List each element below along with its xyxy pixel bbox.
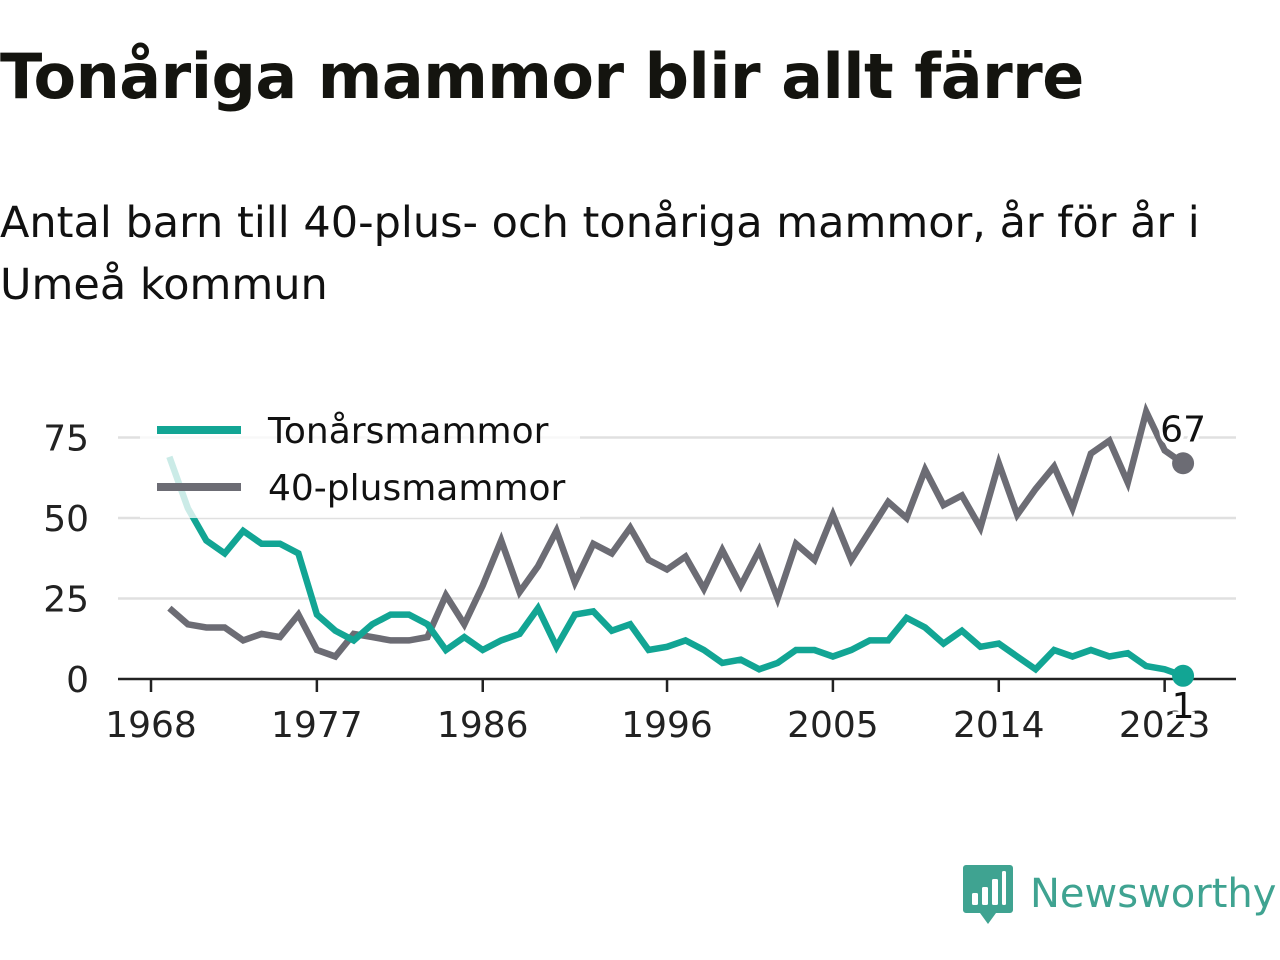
x-tick-label: 1996 (621, 705, 713, 746)
series-line-forty-plus-mothers (167, 402, 1185, 661)
end-point-dot (1172, 664, 1195, 687)
series-line-teen-mothers (166, 455, 1185, 679)
newsworthy-logo-icon (963, 865, 1013, 924)
chart-subtitle: Antal barn till 40-plus- och tonåriga ma… (0, 198, 1200, 310)
brand-logo: Newsworthy (962, 862, 1276, 926)
x-tick-label: 1986 (437, 705, 529, 746)
legend-label: Tonårsmammor (267, 411, 549, 452)
end-value-label: 67 (1160, 409, 1206, 450)
x-tick-label: 1968 (105, 705, 197, 746)
legend-background (140, 398, 580, 518)
x-tick-label: 2023 (1119, 705, 1211, 746)
y-tick-label: 50 (43, 499, 89, 540)
legend-label: 40-plusmammor (268, 468, 566, 509)
y-tick-label: 25 (43, 580, 89, 621)
x-tick-label: 2014 (953, 705, 1045, 746)
x-tick-label: 2005 (787, 705, 879, 746)
end-point-dot (1172, 452, 1195, 475)
end-value-label: 1 (1172, 686, 1195, 727)
y-tick-label: 0 (66, 660, 89, 701)
x-tick-label: 1977 (271, 705, 363, 746)
brand-name: Newsworthy (1030, 871, 1277, 917)
y-tick-label: 75 (43, 419, 89, 460)
chart-title: Tonåriga mammor blir allt färre (0, 40, 1084, 113)
